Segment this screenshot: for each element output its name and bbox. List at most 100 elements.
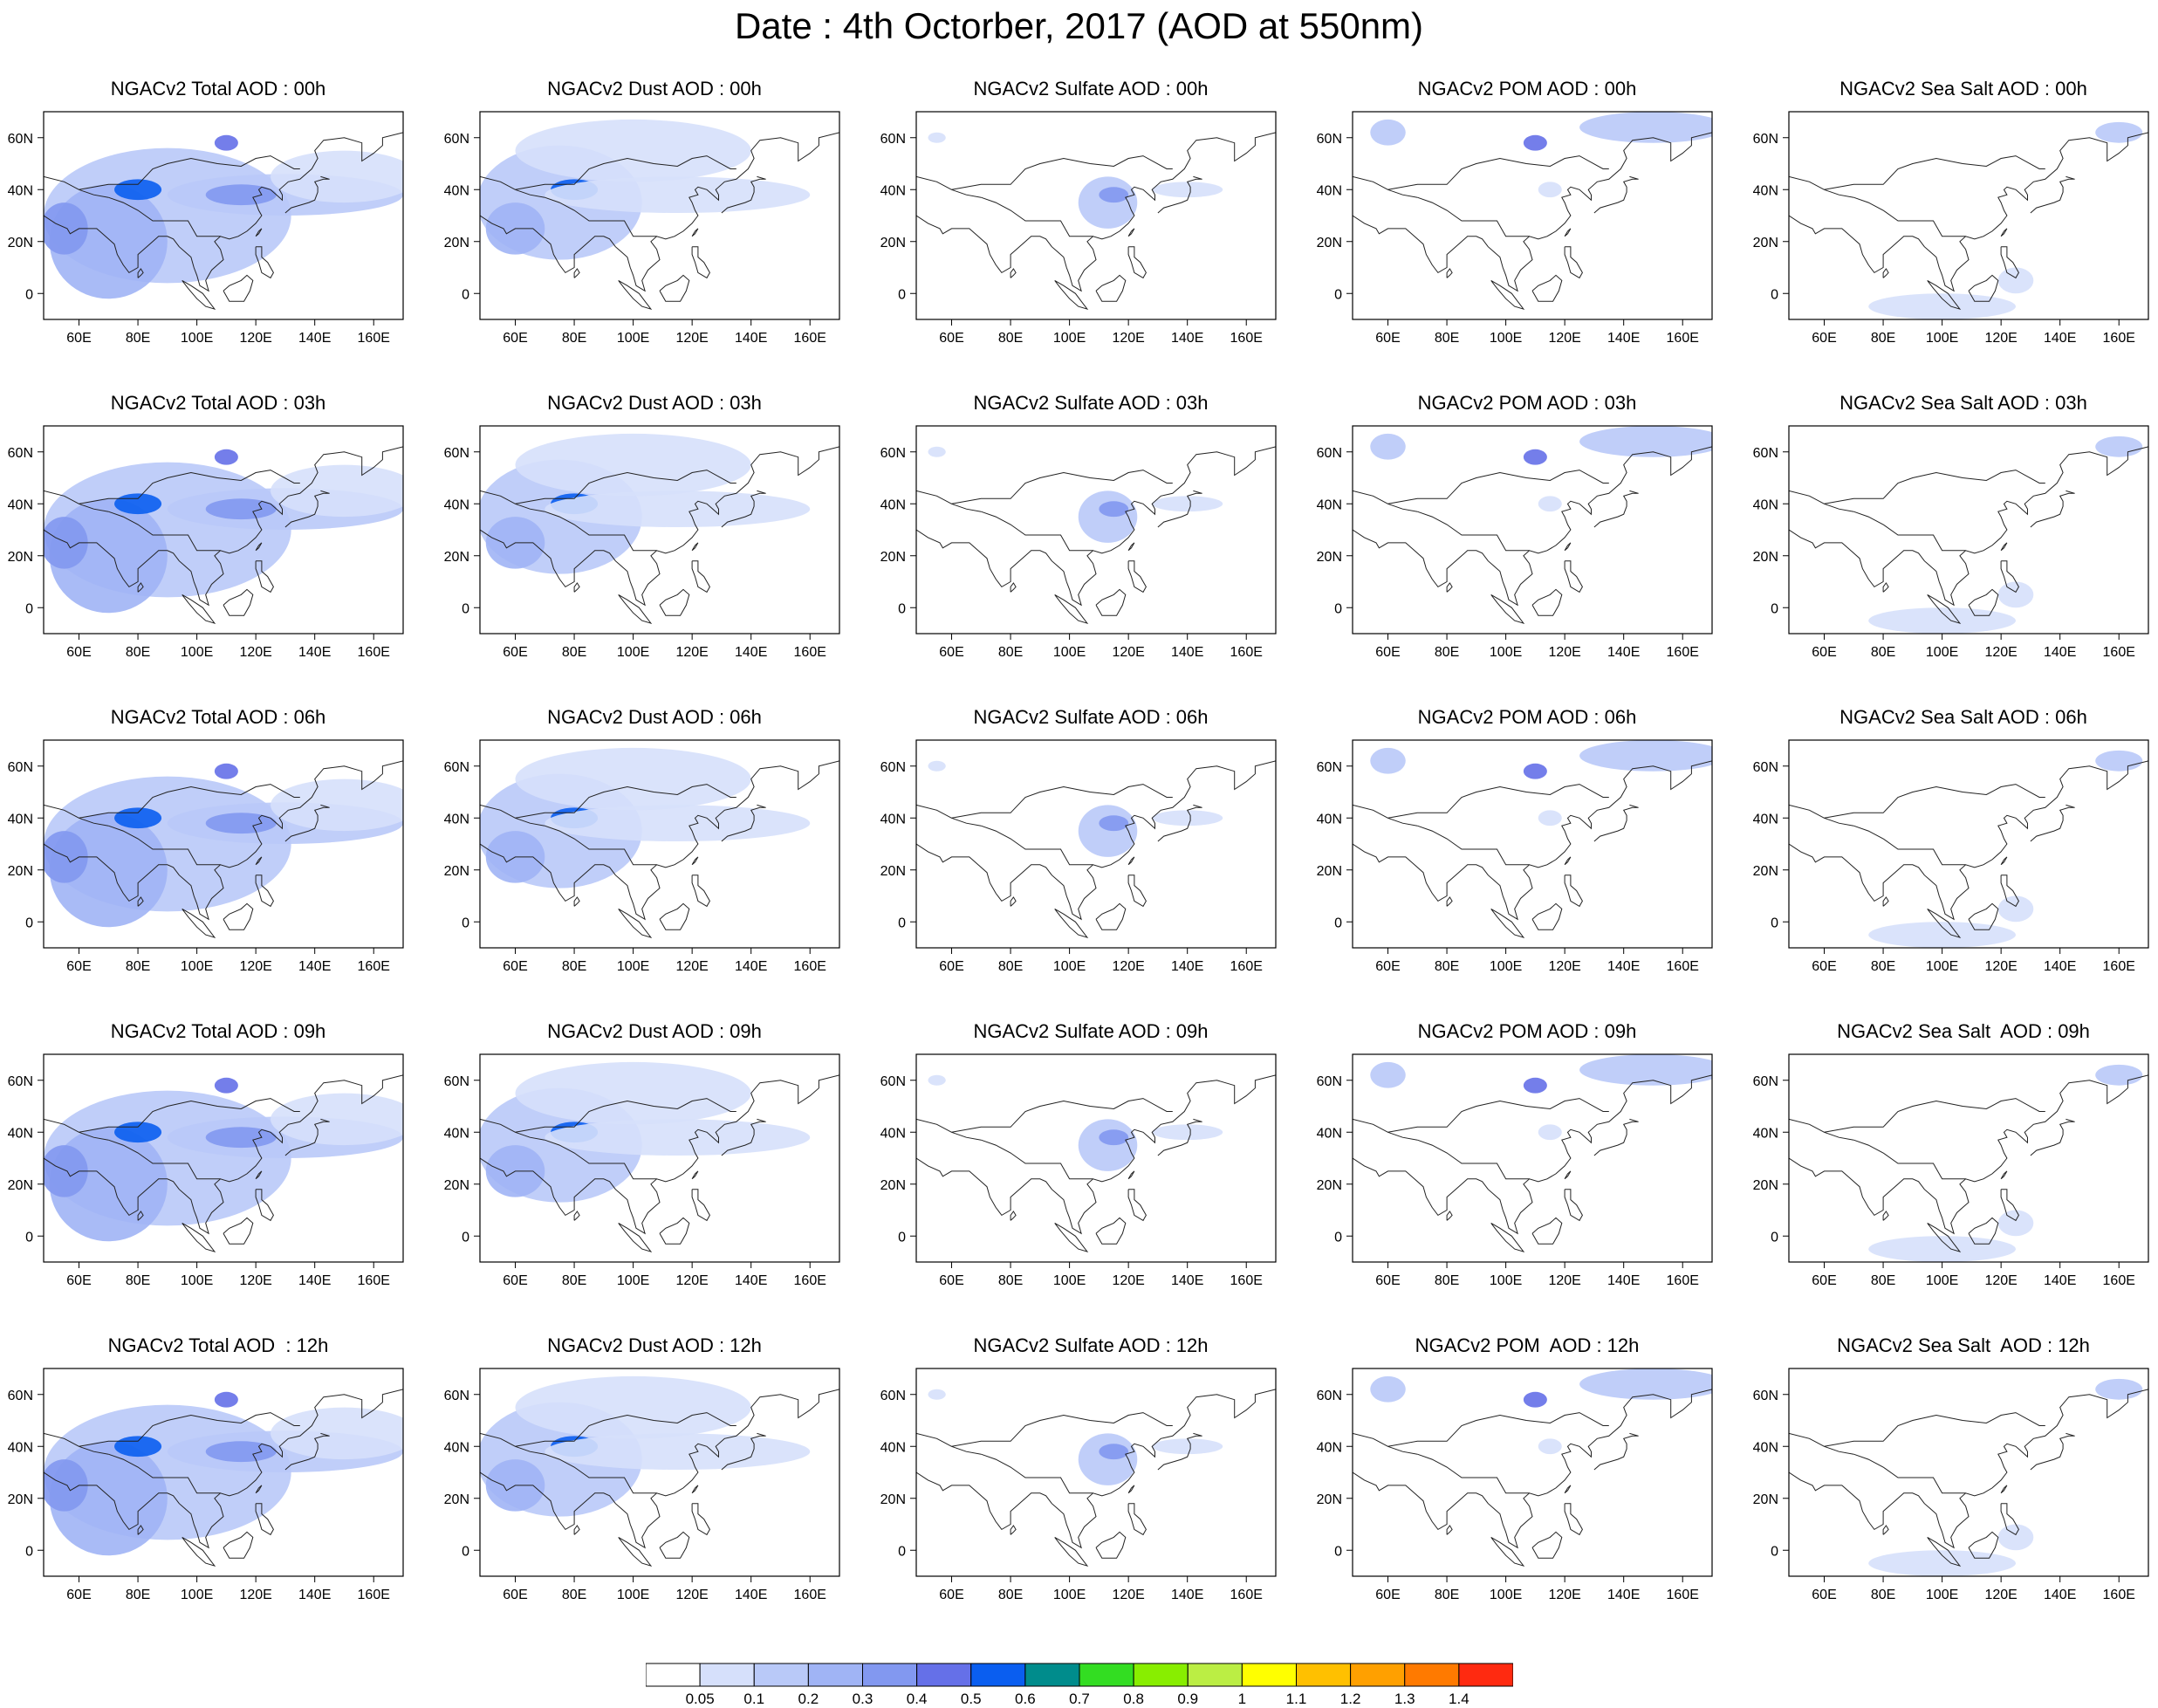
x-tick-label: 100E xyxy=(617,331,649,346)
x-tick-label: 60E xyxy=(939,959,963,974)
aod-region xyxy=(1579,1368,1712,1400)
x-tick-label: 100E xyxy=(1053,959,1086,974)
aod-shading xyxy=(480,1375,811,1517)
x-tick-label: 80E xyxy=(1435,1273,1459,1288)
y-tick-label: 0 xyxy=(898,287,906,302)
y-tick-label: 20N xyxy=(1753,1178,1778,1193)
x-tick-label: 60E xyxy=(1812,331,1836,346)
y-tick-label: 20N xyxy=(1317,236,1342,250)
x-tick-label: 80E xyxy=(126,331,150,346)
x-tick-label: 120E xyxy=(1112,1588,1144,1602)
x-tick-label: 120E xyxy=(675,959,708,974)
x-tick-label: 100E xyxy=(1926,331,1958,346)
y-tick-label: 0 xyxy=(462,601,469,616)
aod-region xyxy=(1152,1124,1223,1141)
x-tick-label: 120E xyxy=(1984,1588,2017,1602)
y-tick-label: 0 xyxy=(462,1230,469,1245)
y-tick-label: 20N xyxy=(8,236,33,250)
x-tick-label: 160E xyxy=(2103,959,2135,974)
colorbar-label: 0.1 xyxy=(743,1691,765,1707)
x-tick-label: 120E xyxy=(239,1588,271,1602)
colorbar-label: 0.05 xyxy=(685,1691,715,1707)
x-tick-label: 120E xyxy=(1548,959,1580,974)
panel-title: NGACv2 Sulfate AOD : 12h xyxy=(973,1334,1209,1356)
x-tick-label: 80E xyxy=(1435,331,1459,346)
x-tick-label: 100E xyxy=(1053,331,1086,346)
y-tick-label: 60N xyxy=(8,446,33,461)
map-panel: NGACv2 Total AOD : 09h 60E 80E 100E 120E 140E… xyxy=(0,1019,419,1316)
y-tick-label: 40N xyxy=(1753,812,1778,827)
aod-region xyxy=(515,1375,751,1439)
aod-region xyxy=(1538,182,1562,198)
y-tick-label: 0 xyxy=(898,1544,906,1559)
colorbar-label: 1.4 xyxy=(1449,1691,1469,1707)
x-tick-label: 160E xyxy=(794,959,826,974)
aod-region xyxy=(1997,267,2034,294)
map-plot: 60E 80E 100E 120E 140E 160E 60N 40N 20N 0 xyxy=(444,425,840,660)
map-panel: NGACv2 Sea Salt AOD : 03h 60E 80E 100E 120E 1… xyxy=(1745,391,2158,688)
y-tick-label: 0 xyxy=(462,916,469,930)
y-tick-label: 40N xyxy=(8,183,33,198)
y-tick-label: 0 xyxy=(1771,1230,1778,1245)
y-tick-label: 60N xyxy=(1317,446,1342,461)
aod-region xyxy=(114,179,162,201)
y-tick-label: 20N xyxy=(8,1492,33,1507)
y-tick-label: 20N xyxy=(880,236,906,250)
aod-region xyxy=(205,184,277,206)
x-tick-label: 80E xyxy=(1435,1588,1459,1602)
panel-title: NGACv2 Sulfate AOD : 03h xyxy=(973,392,1209,414)
y-tick-label: 60N xyxy=(8,1074,33,1089)
aod-region xyxy=(1152,1438,1223,1455)
colorbar-swatch xyxy=(862,1663,918,1687)
aod-region xyxy=(271,1093,403,1146)
x-tick-label: 120E xyxy=(675,1588,708,1602)
map-panel: NGACv2 Sea Salt AOD : 12h 60E 80E 100E 120E 1… xyxy=(1745,1334,2158,1630)
panel-title: NGACv2 Sea Salt AOD : 03h xyxy=(1839,392,2087,414)
coastline-outline xyxy=(480,1389,839,1567)
y-tick-label: 20N xyxy=(880,1492,906,1507)
aod-region xyxy=(44,202,88,255)
x-tick-label: 160E xyxy=(2103,1273,2135,1288)
x-tick-label: 140E xyxy=(2044,959,2076,974)
y-tick-label: 20N xyxy=(8,864,33,879)
map-panel: NGACv2 Dust AOD : 09h 60E 80E 100E 120E 140E 1… xyxy=(436,1019,855,1316)
x-tick-label: 60E xyxy=(503,959,527,974)
x-tick-label: 60E xyxy=(1812,1273,1836,1288)
x-tick-label: 80E xyxy=(1871,1588,1895,1602)
y-tick-label: 40N xyxy=(444,497,469,512)
aod-region xyxy=(44,1459,88,1512)
x-tick-label: 100E xyxy=(1053,1588,1086,1602)
map-panel: NGACv2 Dust AOD : 00h 60E 80E 100E 120E 140E 1… xyxy=(436,77,855,374)
y-tick-label: 60N xyxy=(444,132,469,147)
panel-title: NGACv2 Sea Salt AOD : 06h xyxy=(1839,706,2087,728)
x-tick-label: 100E xyxy=(1926,1588,1958,1602)
y-tick-label: 60N xyxy=(1317,132,1342,147)
aod-region xyxy=(1538,810,1562,827)
y-tick-label: 20N xyxy=(1753,236,1778,250)
panel-title: NGACv2 Sea Salt AOD : 00h xyxy=(1839,78,2087,99)
y-tick-label: 20N xyxy=(8,550,33,565)
map-plot: 60E 80E 100E 120E 140E 160E 60N 40N 20N 0 xyxy=(444,1368,840,1602)
coastline-outline xyxy=(1789,446,2148,625)
map-plot: 60E 80E 100E 120E 140E 160E 60N 40N 20N 0 xyxy=(1753,111,2149,346)
x-tick-label: 60E xyxy=(66,959,91,974)
colorbar-swatch xyxy=(916,1663,972,1687)
x-tick-label: 60E xyxy=(503,1273,527,1288)
coastline-outline xyxy=(44,132,403,311)
y-tick-label: 60N xyxy=(880,446,906,461)
x-tick-label: 60E xyxy=(66,331,91,346)
x-tick-label: 140E xyxy=(735,959,767,974)
x-tick-label: 120E xyxy=(1112,331,1144,346)
map-panel: NGACv2 Sulfate AOD : 09h 60E 80E 100E 120E 14… xyxy=(873,1019,1291,1316)
aod-region xyxy=(1370,747,1406,774)
x-tick-label: 80E xyxy=(1871,331,1895,346)
aod-region xyxy=(1868,1236,2017,1262)
coastline-outline xyxy=(480,760,839,939)
y-tick-label: 40N xyxy=(444,1126,469,1141)
x-tick-label: 140E xyxy=(1607,645,1640,660)
aod-shading xyxy=(480,1061,811,1203)
y-tick-label: 0 xyxy=(898,601,906,616)
y-tick-label: 0 xyxy=(1334,1544,1342,1559)
coastline-outline xyxy=(1353,760,1712,939)
aod-shading xyxy=(1868,1064,2143,1262)
